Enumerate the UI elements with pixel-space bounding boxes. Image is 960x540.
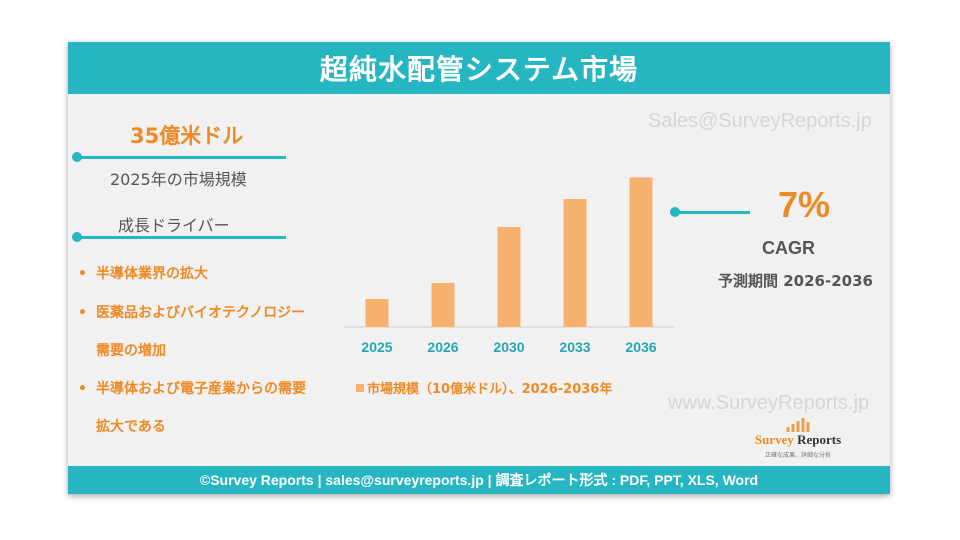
connector-line [674, 211, 750, 214]
bar-2025 [365, 299, 389, 327]
driver-item: 需要の増加 [78, 340, 166, 360]
x-tick-label: 2036 [625, 339, 656, 355]
connector-line [76, 236, 286, 239]
bar-2033 [563, 199, 587, 327]
driver-text: 需要の増加 [96, 343, 166, 359]
market-size-caption: 2025年の市場規模 [110, 170, 247, 189]
market-size-value: 35億米ドル [130, 124, 244, 148]
survey-reports-logo: Survey Reports 正確な成果、詳細な分析 [748, 418, 848, 462]
legend-label: 市場規模（10億米ドル）、2026-2036年 [367, 382, 613, 397]
cagr-label: CAGR [762, 238, 815, 258]
bar-chart: 2025 2026 2030 2033 2036 [344, 177, 674, 355]
bullet: • [78, 381, 87, 397]
driver-text: 拡大である [96, 419, 166, 435]
forecast-period: 予測期間 2026-2036 [718, 272, 873, 290]
watermark-website: www.SurveyReports.jp [668, 392, 870, 414]
driver-text: 医薬品およびバイオテクノロジー [96, 305, 306, 321]
x-tick-label: 2033 [559, 339, 590, 355]
driver-item: 拡大である [78, 416, 166, 436]
driver-item: • 半導体業界の拡大 [78, 263, 208, 283]
cagr-value: 7% [778, 184, 831, 225]
infographic-card: 超純水配管システム市場 Sales@SurveyReports.jp www.S… [68, 42, 890, 494]
footer-bar: ©Survey Reports | sales@surveyreports.jp… [68, 466, 890, 494]
x-tick-label: 2026 [427, 339, 458, 355]
bar-2030 [497, 227, 521, 327]
chart-legend: 市場規模（10億米ドル）、2026-2036年 [356, 378, 612, 397]
logo-tagline: 正確な成果、詳細な分析 [764, 452, 831, 459]
bar-2036 [629, 177, 653, 327]
driver-text: 半導体および電子産業からの需要 [96, 381, 306, 397]
legend-swatch [356, 383, 364, 392]
driver-item: • 半導体および電子産業からの需要 [78, 378, 306, 398]
logo-name-part2: Reports [797, 432, 842, 447]
driver-item: • 医薬品およびバイオテクノロジー [78, 302, 305, 322]
bar-2026 [431, 283, 455, 327]
x-tick-label: 2025 [361, 339, 392, 355]
page-title: 超純水配管システム市場 [319, 53, 639, 86]
logo-name-part1: Survey [754, 432, 794, 447]
watermark-email: Sales@SurveyReports.jp [648, 110, 872, 132]
footer-text: ©Survey Reports | sales@surveyreports.jp… [199, 472, 759, 488]
header-bar: 超純水配管システム市場 [68, 42, 890, 94]
logo-name: Survey Reports [748, 432, 848, 448]
driver-text: 半導体業界の拡大 [96, 266, 208, 282]
bullet: • [78, 266, 87, 282]
drivers-heading: 成長ドライバー [118, 216, 230, 235]
connector-line [76, 156, 286, 159]
logo-bars-icon [786, 418, 810, 432]
x-tick-label: 2030 [493, 339, 524, 355]
bullet: • [78, 305, 87, 321]
